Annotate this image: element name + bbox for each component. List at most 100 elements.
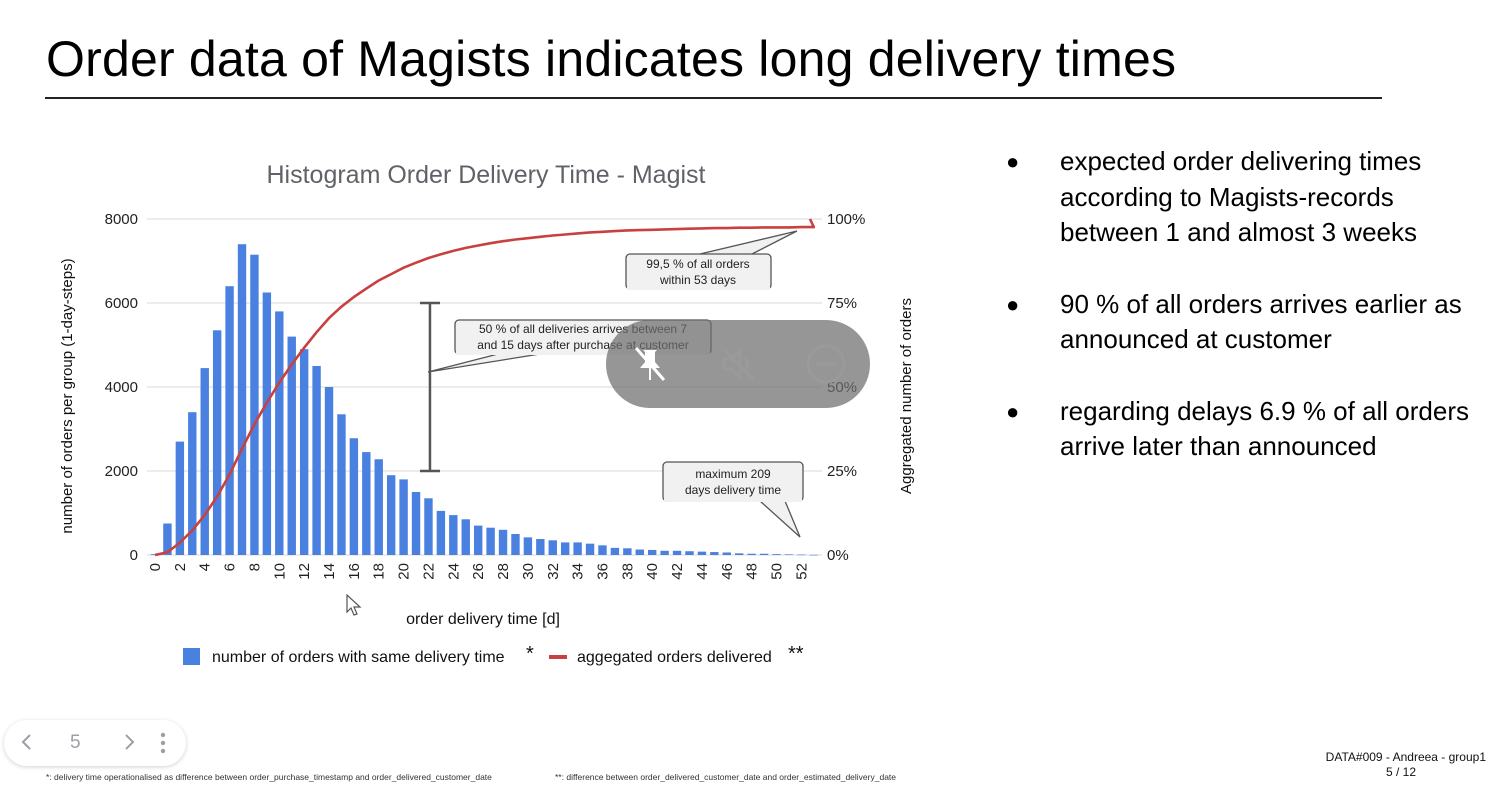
histogram-bar [660, 550, 669, 555]
callout-tail [699, 230, 798, 255]
histogram-bar [337, 414, 346, 555]
x-axis-label: order delivery time [d] [406, 611, 560, 628]
y-axis-label: number of orders per group (1-day-steps) [59, 258, 76, 533]
y-tick-label: 6000 [105, 295, 138, 312]
callout-seam [664, 499, 802, 502]
callout-box: maximum 209 days delivery time [662, 461, 804, 538]
histogram-bar [560, 542, 570, 555]
histogram-bar [324, 387, 334, 555]
x-tick-label: 18 [371, 563, 388, 580]
histogram-bar [436, 510, 446, 555]
more-vertical-icon[interactable] [160, 732, 166, 759]
x-tick-label: 44 [694, 563, 711, 580]
bullet-list: ● expected order delivering times accordi… [1000, 144, 1470, 501]
histogram-bar [362, 452, 371, 555]
volume-off-icon[interactable] [716, 342, 760, 386]
slide-title: Order data of Magists indicates long del… [46, 31, 1177, 87]
slide-navigator: 5 [4, 720, 186, 766]
page-number[interactable]: 5 [70, 732, 81, 753]
legend-bar-marker: * [526, 643, 534, 665]
y2-tick-label: 100% [827, 211, 865, 228]
bullet-text: 90 % of all orders arrives earlier as an… [1060, 288, 1462, 355]
x-tick-label: 36 [594, 563, 611, 580]
footnote-delivery-time: *: delivery time operationalised as diff… [46, 772, 492, 782]
x-tick-label: 50 [769, 563, 786, 580]
x-tick-label: 46 [719, 563, 736, 580]
footnote-delay: **: difference between order_delivered_c… [555, 772, 897, 782]
histogram-bar [399, 479, 408, 555]
histogram-bar [511, 534, 520, 555]
histogram-bar [250, 254, 259, 555]
histogram-bar [747, 553, 756, 555]
bullet-dot: ● [1006, 149, 1020, 174]
y-tick-label: 8000 [105, 211, 138, 228]
bullet-dot: ● [1006, 291, 1020, 317]
histogram-bar [536, 539, 545, 555]
histogram-bar [548, 540, 557, 555]
histogram-bar [473, 525, 483, 555]
histogram-bar [797, 554, 806, 556]
histogram-bar [461, 519, 470, 555]
histogram-bar [697, 551, 707, 555]
histogram-bar [598, 545, 607, 555]
histogram-bar [635, 549, 644, 555]
chevron-left-icon[interactable] [20, 732, 34, 757]
histogram-bar [386, 475, 396, 555]
callout-box: 99,5 % of all orders within 53 days [625, 230, 798, 290]
x-tick-label: 42 [669, 563, 686, 580]
legend-bar-swatch [183, 648, 200, 665]
callout-text: 99,5 % of all orders [646, 257, 749, 271]
x-tick-label: 52 [793, 563, 810, 580]
y2-tick-label: 0% [827, 547, 849, 564]
histogram-bar [449, 515, 458, 555]
x-tick-label: 8 [246, 563, 263, 571]
histogram-bar [685, 551, 694, 555]
histogram-bar [374, 459, 383, 555]
histogram-bar [623, 548, 632, 555]
histogram-bar [175, 441, 185, 555]
histogram-chart: Histogram Order Delivery Time - Magist 0… [59, 161, 915, 666]
pin-off-icon[interactable] [628, 342, 672, 386]
callout-seam [627, 287, 770, 290]
y-tick-label: 0 [130, 547, 138, 564]
histogram-bar [299, 349, 309, 555]
chart-legend: number of orders with same delivery time… [183, 643, 804, 666]
slide-footer: DATA#009 - Andreea - group1 5 / 12 [1326, 750, 1486, 780]
x-tick-label: 22 [420, 563, 437, 580]
histogram-bar [809, 554, 818, 556]
histogram-bar [648, 549, 657, 555]
histogram-bar [573, 542, 582, 555]
x-tick-label: 20 [396, 563, 413, 580]
histogram-bar [486, 527, 495, 555]
callout-tail [427, 353, 541, 373]
x-tick-label: 6 [222, 563, 239, 571]
x-tick-label: 38 [619, 563, 636, 580]
minus-circle-icon[interactable] [804, 342, 848, 386]
histogram-bar [735, 553, 744, 555]
y-tick-label: 2000 [105, 463, 138, 480]
chart-bars [150, 244, 818, 556]
chevron-right-icon[interactable] [122, 732, 136, 757]
callout-text: maximum 209 [695, 467, 771, 481]
x-tick-label: 24 [445, 563, 462, 580]
bullet-text: expected order delivering times accordin… [1060, 146, 1422, 247]
callout-text: within 53 days [659, 273, 736, 287]
x-tick-label: 2 [172, 563, 189, 571]
legend-line-marker: ** [788, 643, 804, 665]
callout-seam [456, 352, 710, 355]
x-tick-label: 12 [296, 563, 313, 580]
histogram-bar [312, 366, 321, 555]
x-tick-label: 40 [644, 563, 661, 580]
mouse-cursor-icon [346, 593, 362, 623]
x-tick-label: 14 [321, 563, 338, 580]
histogram-bar [710, 552, 719, 555]
bullet-text: regarding delays 6.9 % of all orders arr… [1060, 395, 1470, 462]
histogram-bar [498, 529, 508, 555]
histogram-bar [411, 492, 421, 555]
histogram-bar [772, 554, 781, 555]
legend-bar-label: number of orders with same delivery time [212, 649, 505, 666]
histogram-bar [759, 553, 769, 555]
histogram-bar [784, 554, 794, 555]
histogram-bar [212, 330, 222, 555]
histogram-bar [523, 537, 533, 555]
